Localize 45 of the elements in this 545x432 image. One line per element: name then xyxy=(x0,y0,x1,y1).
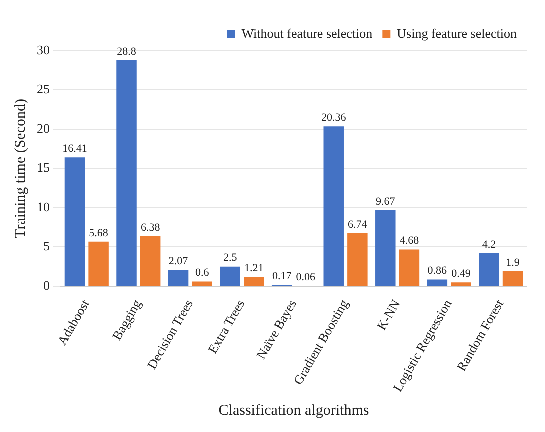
bar xyxy=(427,280,448,286)
data-label: 1.21 xyxy=(244,262,264,274)
y-tick-label: 0 xyxy=(44,278,50,293)
y-tick-label: 5 xyxy=(44,238,50,254)
data-label: 16.41 xyxy=(62,143,88,156)
bar xyxy=(140,236,161,286)
bar xyxy=(479,253,500,286)
data-label: 4.68 xyxy=(400,235,420,248)
data-label: 2.5 xyxy=(223,252,238,264)
data-label: 0.17 xyxy=(272,270,292,283)
bar xyxy=(192,282,212,286)
bar xyxy=(348,234,368,286)
bar xyxy=(220,266,240,286)
bar xyxy=(376,210,396,286)
y-tick-label: 10 xyxy=(37,199,50,214)
y-tick-label: 30 xyxy=(37,42,50,58)
data-label: 6.38 xyxy=(140,222,161,234)
data-label: 6.74 xyxy=(348,218,368,231)
bar xyxy=(324,126,344,286)
x-axis-title: Classification algorithms xyxy=(218,402,370,419)
data-label: 5.68 xyxy=(89,227,109,240)
data-label: 1.9 xyxy=(506,256,520,269)
data-label: 0.86 xyxy=(428,265,448,278)
y-tick-label: 15 xyxy=(37,160,50,176)
y-tick-label: 20 xyxy=(37,120,50,136)
bar xyxy=(502,272,524,286)
y-tick-label: 25 xyxy=(37,82,50,97)
data-label: 4.2 xyxy=(482,238,496,251)
legend-label: Using feature selection xyxy=(397,26,518,41)
bar xyxy=(451,282,472,286)
data-label: 0.49 xyxy=(452,268,472,280)
data-label: 0.6 xyxy=(195,267,210,280)
bar xyxy=(244,276,264,286)
bar xyxy=(88,242,109,286)
data-label: 9.67 xyxy=(376,196,396,208)
legend-label: Without feature selection xyxy=(242,26,374,41)
data-label: 0.06 xyxy=(296,271,316,284)
bar xyxy=(116,60,137,286)
data-label: 20.36 xyxy=(321,112,347,124)
bar xyxy=(64,158,86,286)
data-label: 28.8 xyxy=(117,46,137,58)
bar xyxy=(168,270,189,286)
bar xyxy=(399,250,420,286)
y-axis-title: Training time (Second) xyxy=(12,99,29,238)
data-label: 2.07 xyxy=(168,256,189,268)
